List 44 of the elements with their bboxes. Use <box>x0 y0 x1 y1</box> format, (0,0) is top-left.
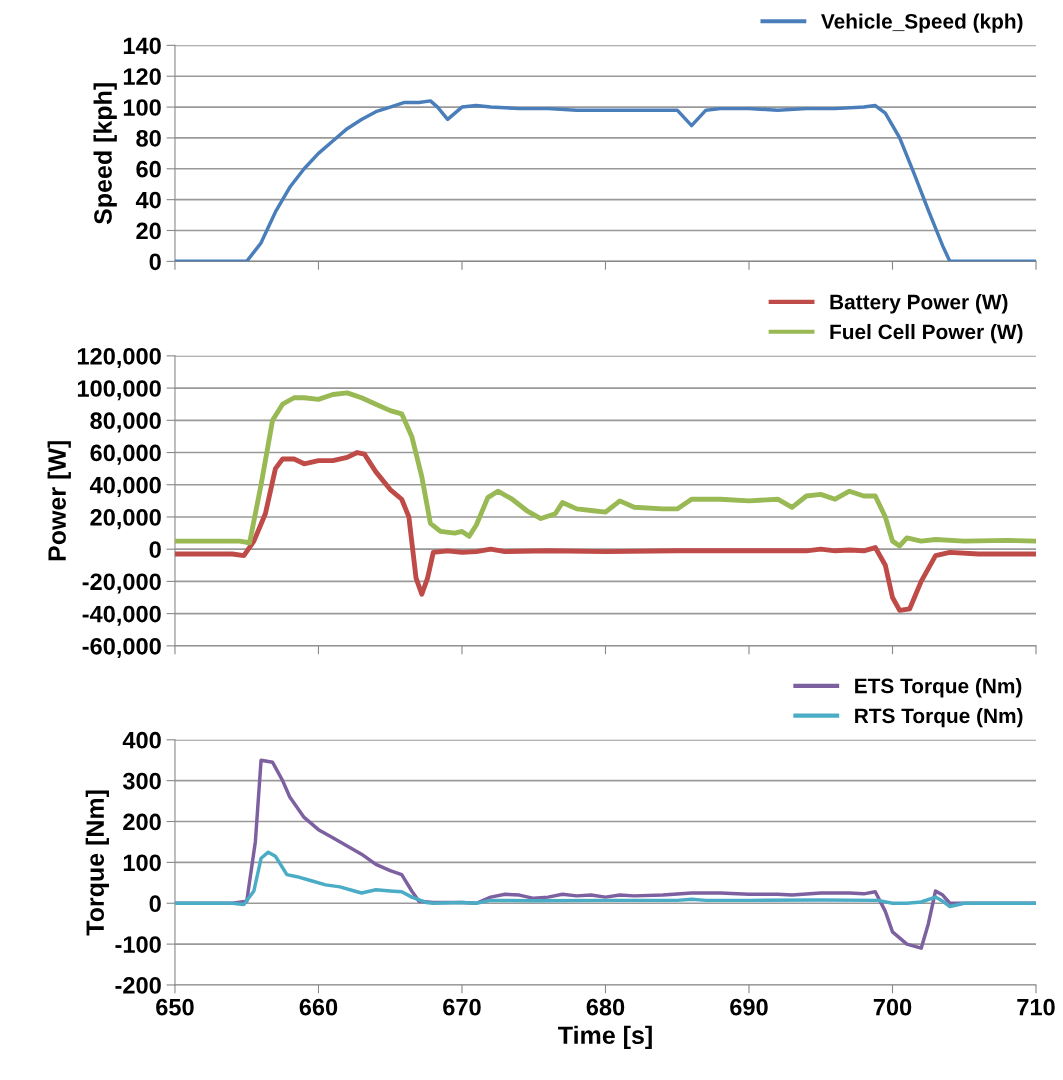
x-tick-label: 680 <box>586 998 625 1016</box>
y-tick-label: 300 <box>122 772 161 790</box>
y-tick-label: 100,000 <box>77 380 161 401</box>
x-tick-label: 690 <box>730 998 768 1016</box>
y-tick-label: -40,000 <box>82 605 161 626</box>
y-axis-title: Power [W] <box>47 441 71 561</box>
x-axis-title: Time [s] <box>558 1025 652 1050</box>
y-axis-title: Speed [kph] <box>93 83 117 225</box>
legend-label: Fuel Cell Power (W) <box>830 323 1023 344</box>
y-tick-label: 0 <box>149 895 161 913</box>
legend-label: Battery Power (W) <box>830 294 1008 314</box>
x-tick-label: 660 <box>299 998 338 1016</box>
y-tick-label: 100 <box>123 854 161 872</box>
x-tick-label: 670 <box>443 998 481 1016</box>
y-tick-label: -60,000 <box>82 637 161 659</box>
y-tick-label: 40,000 <box>89 476 161 497</box>
x-tick-label: 650 <box>156 998 194 1016</box>
y-tick-label: -20,000 <box>82 573 161 594</box>
y-tick-label: -100 <box>115 936 161 953</box>
y-tick-label: 80,000 <box>90 412 161 433</box>
line-series <box>174 390 1036 549</box>
y-tick-label: 80 <box>136 130 161 147</box>
legend-label: Vehicle_Speed (kph) <box>821 13 1023 33</box>
y-tick-label: 0 <box>149 253 161 271</box>
x-tick-label: 710 <box>1017 998 1055 1016</box>
y-tick-label: 20 <box>136 222 161 240</box>
y-tick-label: 120 <box>123 68 161 85</box>
y-tick-label: 40 <box>135 191 161 209</box>
y-tick-label: 120,000 <box>77 347 161 369</box>
y-tick-label: -200 <box>115 977 161 994</box>
y-tick-label: 100 <box>123 99 161 116</box>
y-tick-label: 140 <box>123 37 161 55</box>
y-tick-label: 200 <box>123 813 161 831</box>
x-tick-label: 700 <box>873 998 912 1016</box>
legend-label: RTS Torque (Nm) <box>855 707 1023 728</box>
y-tick-label: 20,000 <box>90 509 161 530</box>
y-tick-label: 60,000 <box>90 444 161 465</box>
legend-label: ETS Torque (Nm) <box>855 678 1022 698</box>
line-series <box>174 450 1036 613</box>
y-tick-label: 400 <box>122 731 161 749</box>
y-axis-title: Torque [Nm] <box>85 790 109 936</box>
y-tick-label: 60 <box>136 160 161 178</box>
line-series <box>174 850 1036 909</box>
y-tick-label: 0 <box>149 541 161 558</box>
